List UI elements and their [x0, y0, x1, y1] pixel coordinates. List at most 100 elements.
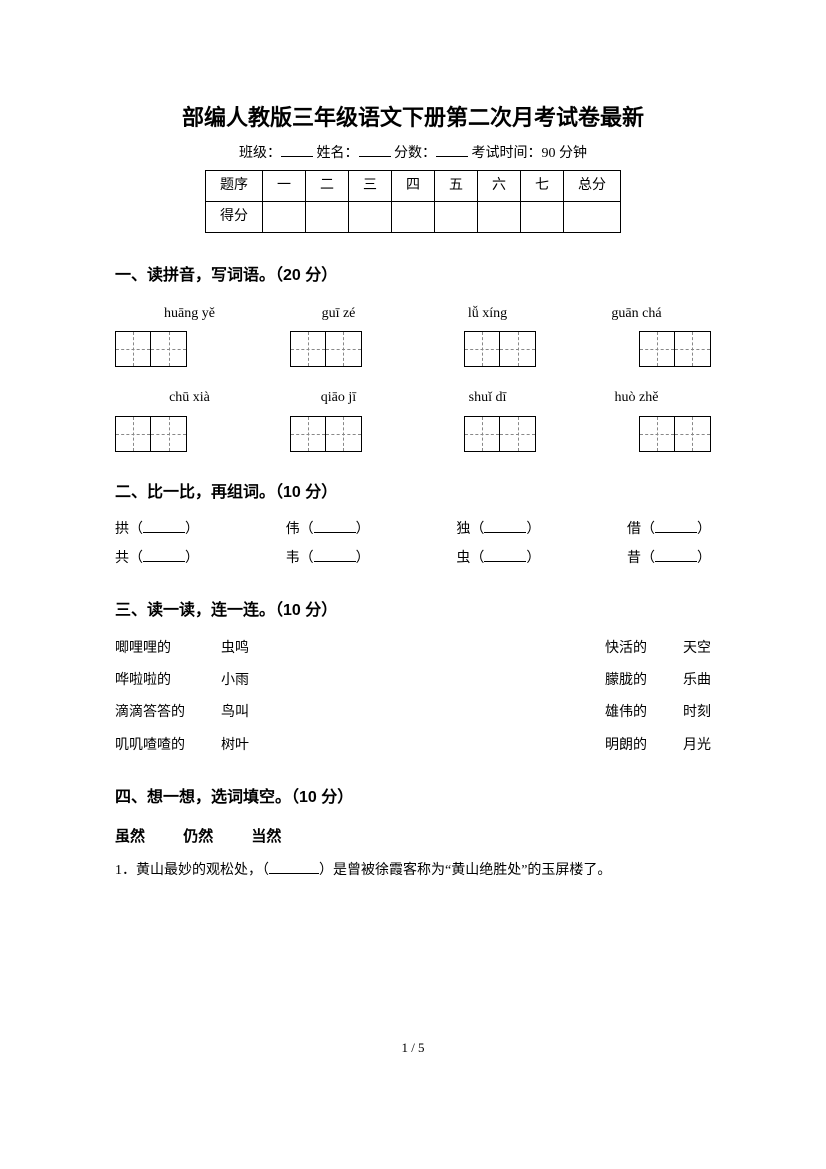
document-title: 部编人教版三年级语文下册第二次月考试卷最新	[115, 100, 711, 135]
char-label: 共	[115, 551, 129, 566]
pinyin-label: huāng yě	[115, 303, 264, 325]
score-label: 分数：	[394, 146, 436, 161]
name-label: 姓名：	[317, 146, 359, 161]
match-item[interactable]: 明朗的	[605, 735, 647, 757]
pinyin-label: guī zé	[264, 303, 413, 325]
word-blank[interactable]	[484, 561, 526, 562]
compare-item: 伟（）	[286, 519, 370, 541]
compare-row: 拱（） 伟（） 独（） 借（）	[115, 519, 711, 541]
word-blank[interactable]	[484, 532, 526, 533]
class-label: 班级：	[239, 146, 281, 161]
word-blank[interactable]	[655, 532, 697, 533]
col-header: 五	[435, 170, 478, 201]
word-blank[interactable]	[143, 532, 185, 533]
section-4-heading: 四、想一想，选词填空。（10 分）	[115, 785, 711, 811]
score-cell[interactable]	[521, 201, 564, 232]
score-blank[interactable]	[436, 156, 468, 157]
pinyin-label: lǚ xíng	[413, 303, 562, 325]
pinyin-label: shuǐ dī	[413, 387, 562, 409]
compare-row: 共（） 韦（） 虫（） 昔（）	[115, 548, 711, 570]
char-label: 借	[627, 522, 641, 537]
compare-item: 虫（）	[456, 548, 540, 570]
tianzi-row	[115, 331, 711, 367]
pinyin-label: chū xià	[115, 387, 264, 409]
compare-item: 韦（）	[286, 548, 370, 570]
compare-item: 独（）	[456, 519, 540, 541]
match-item[interactable]: 雄伟的	[605, 702, 647, 724]
col-header: 六	[478, 170, 521, 201]
tianzi-pair[interactable]	[290, 416, 362, 452]
match-item[interactable]: 鸟叫	[221, 702, 249, 724]
match-item[interactable]: 哗啦啦的	[115, 670, 185, 692]
option-word: 当然	[251, 828, 281, 845]
match-item[interactable]: 叽叽喳喳的	[115, 735, 185, 757]
score-cell[interactable]	[263, 201, 306, 232]
match-item[interactable]: 唧哩哩的	[115, 638, 185, 660]
match-item[interactable]: 滴滴答答的	[115, 702, 185, 724]
match-col: 天空 乐曲 时刻 月光	[683, 638, 711, 758]
col-header: 三	[349, 170, 392, 201]
compare-item: 昔（）	[627, 548, 711, 570]
tianzi-pair[interactable]	[115, 416, 187, 452]
tianzi-pair[interactable]	[639, 331, 711, 367]
pinyin-row: chū xià qiāo jī shuǐ dī huò zhě	[115, 387, 711, 409]
col-header: 四	[392, 170, 435, 201]
word-blank[interactable]	[314, 561, 356, 562]
match-group-right: 快活的 朦胧的 雄伟的 明朗的 天空 乐曲 时刻 月光	[605, 638, 711, 758]
score-table: 题序 一 二 三 四 五 六 七 总分 得分	[205, 170, 621, 234]
col-header: 一	[263, 170, 306, 201]
name-blank[interactable]	[359, 156, 391, 157]
option-word: 虽然	[115, 828, 145, 845]
match-item[interactable]: 天空	[683, 638, 711, 660]
fill-blank[interactable]	[269, 873, 319, 874]
word-blank[interactable]	[314, 532, 356, 533]
score-cell[interactable]	[392, 201, 435, 232]
match-item[interactable]: 乐曲	[683, 670, 711, 692]
fill-sentence: 1．黄山最妙的观松处，（ ）是曾被徐霞客称为“黄山绝胜处”的玉屏楼了。	[115, 857, 711, 885]
match-col: 虫鸣 小雨 鸟叫 树叶	[221, 638, 249, 758]
char-label: 韦	[286, 551, 300, 566]
match-col: 快活的 朦胧的 雄伟的 明朗的	[605, 638, 647, 758]
match-col: 唧哩哩的 哗啦啦的 滴滴答答的 叽叽喳喳的	[115, 638, 185, 758]
match-item[interactable]: 时刻	[683, 702, 711, 724]
col-header: 总分	[564, 170, 621, 201]
char-label: 虫	[456, 551, 470, 566]
char-label: 独	[456, 522, 470, 537]
match-item[interactable]: 树叶	[221, 735, 249, 757]
match-group-left: 唧哩哩的 哗啦啦的 滴滴答答的 叽叽喳喳的 虫鸣 小雨 鸟叫 树叶	[115, 638, 249, 758]
pinyin-row: huāng yě guī zé lǚ xíng guān chá	[115, 303, 711, 325]
time-label: 考试时间：90 分钟	[472, 146, 588, 161]
pinyin-label: guān chá	[562, 303, 711, 325]
word-blank[interactable]	[655, 561, 697, 562]
tianzi-row	[115, 416, 711, 452]
char-label: 伟	[286, 522, 300, 537]
char-label: 拱	[115, 522, 129, 537]
table-row: 得分	[206, 201, 621, 232]
match-container: 唧哩哩的 哗啦啦的 滴滴答答的 叽叽喳喳的 虫鸣 小雨 鸟叫 树叶 快活的 朦胧…	[115, 638, 711, 758]
sentence-text: 1．黄山最妙的观松处，（	[115, 863, 269, 878]
tianzi-pair[interactable]	[290, 331, 362, 367]
score-cell[interactable]	[306, 201, 349, 232]
compare-item: 共（）	[115, 548, 199, 570]
compare-item: 借（）	[627, 519, 711, 541]
sentence-text: ）是曾被徐霞客称为“黄山绝胜处”的玉屏楼了。	[319, 863, 611, 878]
match-item[interactable]: 快活的	[605, 638, 647, 660]
tianzi-pair[interactable]	[464, 331, 536, 367]
page-number: 1 / 5	[115, 1038, 711, 1059]
col-header: 二	[306, 170, 349, 201]
match-item[interactable]: 虫鸣	[221, 638, 249, 660]
score-cell[interactable]	[564, 201, 621, 232]
score-cell[interactable]	[478, 201, 521, 232]
tianzi-pair[interactable]	[639, 416, 711, 452]
match-item[interactable]: 朦胧的	[605, 670, 647, 692]
score-cell[interactable]	[435, 201, 478, 232]
match-item[interactable]: 月光	[683, 735, 711, 757]
word-blank[interactable]	[143, 561, 185, 562]
tianzi-pair[interactable]	[464, 416, 536, 452]
class-blank[interactable]	[281, 156, 313, 157]
tianzi-pair[interactable]	[115, 331, 187, 367]
compare-item: 拱（）	[115, 519, 199, 541]
section-1-heading: 一、读拼音，写词语。（20 分）	[115, 263, 711, 289]
match-item[interactable]: 小雨	[221, 670, 249, 692]
score-cell[interactable]	[349, 201, 392, 232]
